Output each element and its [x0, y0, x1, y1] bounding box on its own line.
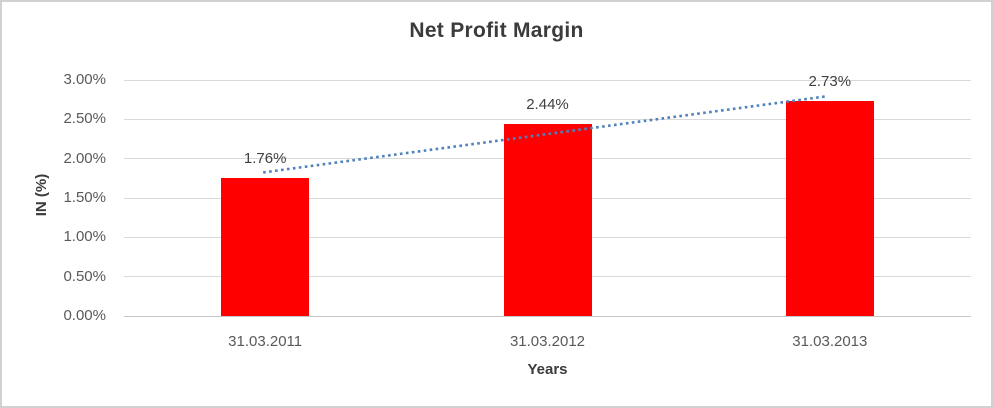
bar-31.03.2011	[221, 177, 310, 316]
x-category-label: 31.03.2012	[509, 333, 586, 350]
bar-data-label: 1.76%	[243, 149, 287, 167]
y-tick-label: 0.00%	[63, 307, 106, 324]
gridline	[124, 118, 971, 120]
x-category-label: 31.03.2011	[228, 333, 303, 350]
y-tick-label: 2.50%	[63, 110, 106, 128]
y-axis-title: IN (%)	[33, 173, 50, 217]
x-axis-title: Years	[527, 361, 568, 378]
y-tick-label: 1.00%	[63, 228, 106, 246]
chart-title: Net Profit Margin	[409, 19, 584, 42]
bar-31.03.2012	[503, 124, 592, 316]
trendline	[262, 94, 829, 174]
bar-31.03.2013	[785, 101, 874, 316]
y-tick-label: 2.00%	[63, 149, 106, 167]
gridline	[124, 79, 971, 81]
trendline-layer	[262, 94, 829, 174]
x-axis-line	[124, 315, 971, 317]
bar-data-label: 2.73%	[808, 73, 852, 91]
bar-data-label: 2.44%	[526, 96, 569, 114]
y-tick-label: 3.00%	[63, 71, 106, 88]
plot-area: 3.00% 2.50% 2.00% 1.50% 1.00% 0.50% 0.00% 1.76%…	[63, 71, 971, 350]
y-tick-label: 0.50%	[63, 267, 106, 285]
y-tick-label: 1.50%	[63, 189, 106, 206]
x-category-label: 31.03.2013	[792, 333, 868, 350]
